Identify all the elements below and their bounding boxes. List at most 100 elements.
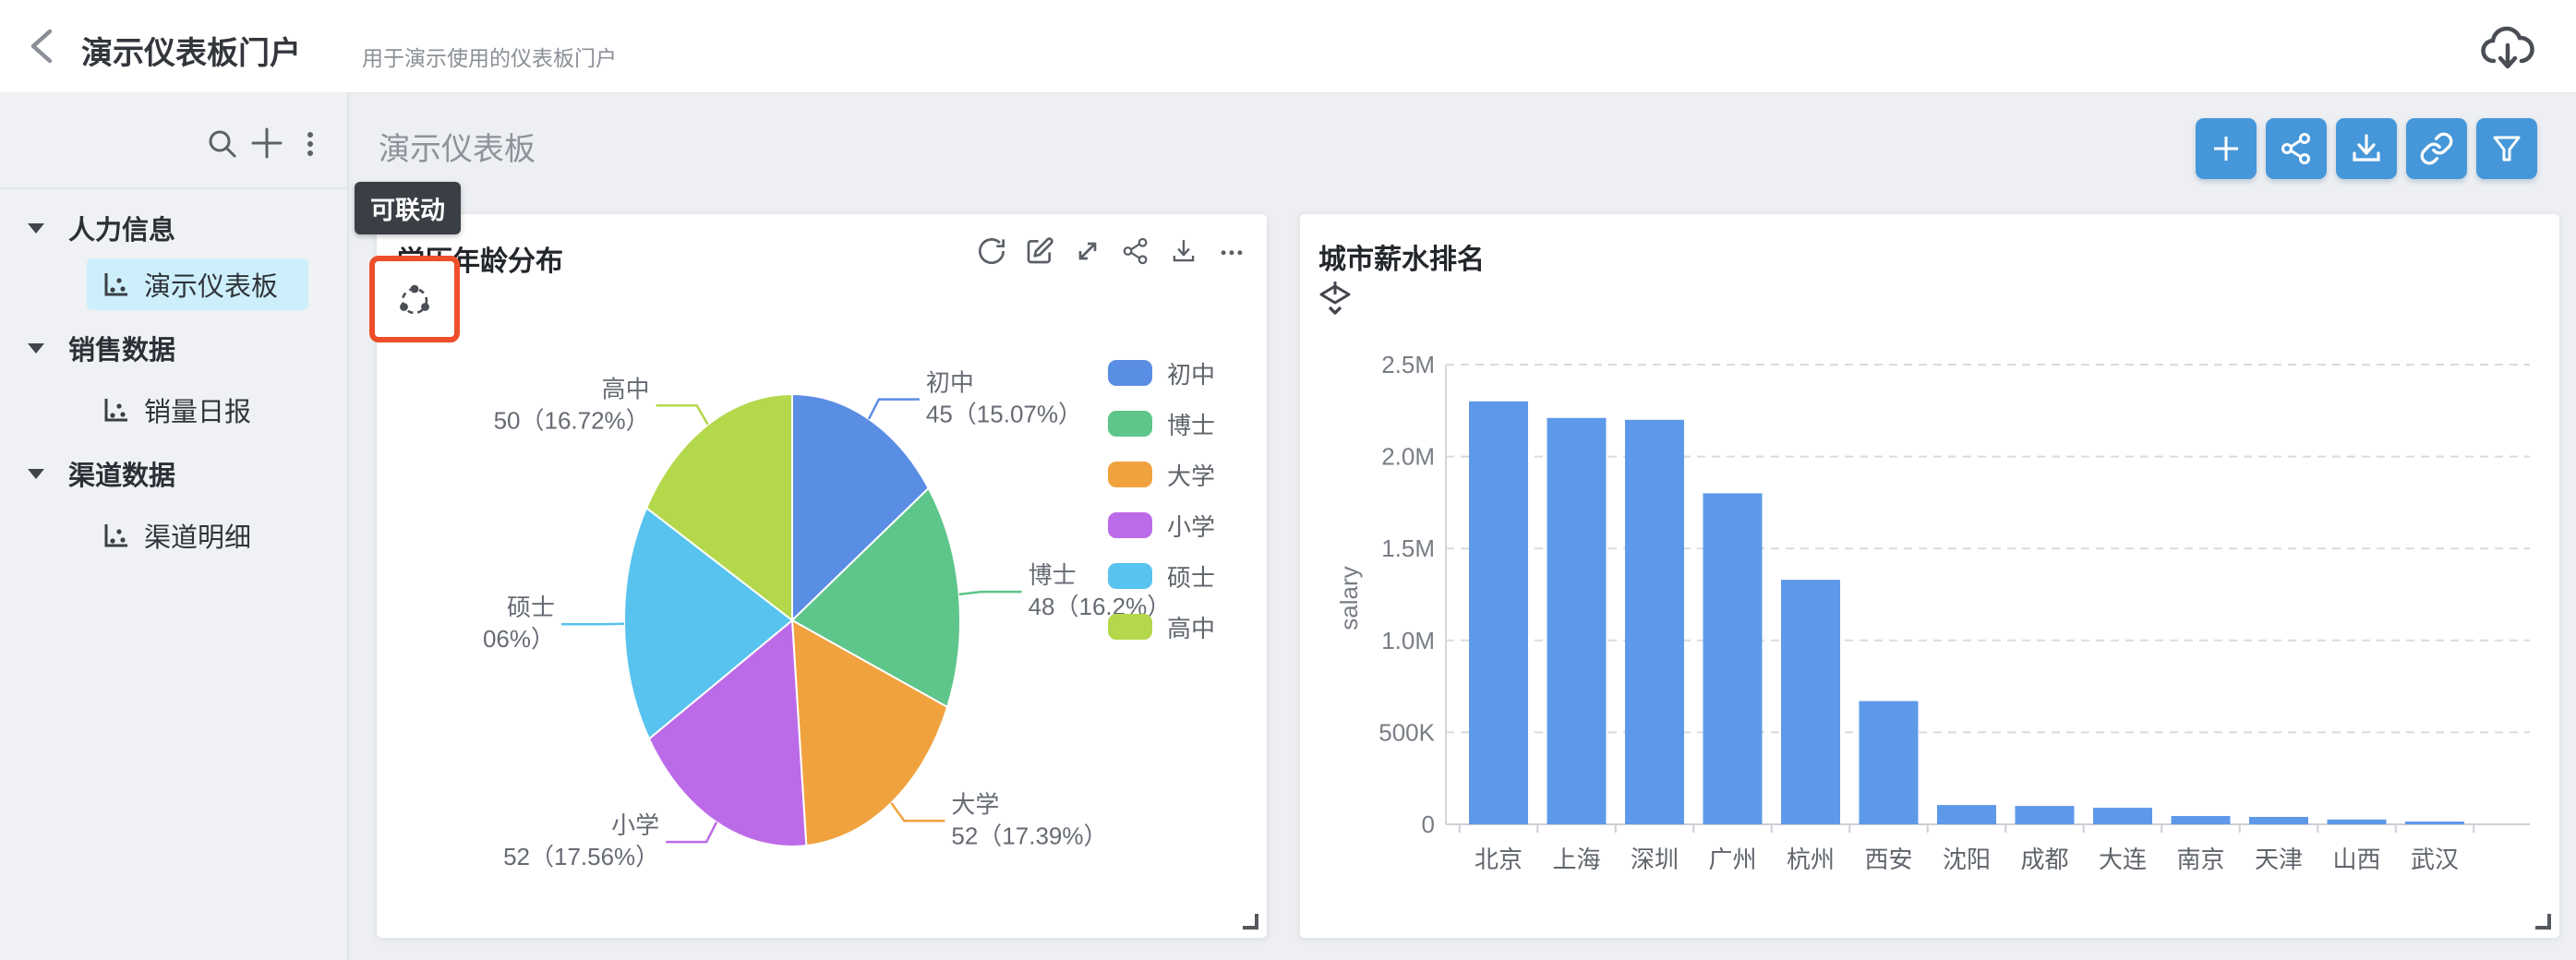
legend-item-大学[interactable]: 大学 [1108,462,1215,490]
group-label: 渠道数据 [68,462,176,491]
chart-icon [104,399,127,422]
filter-button[interactable] [2476,118,2537,179]
legend-label: 硕士 [1167,563,1216,592]
share-button[interactable] [2266,118,2327,179]
more-horizontal-icon[interactable] [1217,236,1246,266]
caret-down-icon[interactable] [28,342,44,354]
legend-swatch [1108,512,1152,538]
portal-title: 演示仪表板门户 [81,36,301,71]
portal-subtitle: 用于演示使用的仪表板门户 [362,46,617,70]
bar-card-title: 城市薪水排名 [1318,245,1485,275]
refresh-icon[interactable] [977,236,1006,266]
pie-label-line [666,822,718,844]
bar-成都[interactable] [2015,806,2075,824]
resize-handle[interactable] [2535,914,2551,930]
dashboard-actions [2196,118,2537,179]
legend-item-硕士[interactable]: 硕士 [1108,563,1215,592]
download-button[interactable] [2336,118,2397,179]
expand-icon[interactable] [1073,236,1102,266]
pie-slice-小学[interactable] [647,618,808,847]
chart-icon [104,524,127,547]
pie-label-line [867,398,920,420]
pie-slice-硕士[interactable] [623,506,794,741]
bar-西安[interactable] [1859,701,1919,825]
x-category-label: 北京 [1475,846,1523,873]
pie-chart[interactable]: 初中45（15.07%）博士48（16.2%）大学52（17.39%）小学52（… [377,214,1267,938]
bar-武汉[interactable] [2405,822,2464,824]
add-button[interactable] [2196,118,2257,179]
sidebar-item-label: 渠道明细 [144,523,252,553]
sidebar-group-sales[interactable]: 销售数据 [0,323,347,373]
pie-label-name: 初中 [926,369,974,397]
pie-label-name: 高中 [602,375,650,402]
y-tick-label: 2.5M [1381,351,1435,378]
pie-label-line [958,590,1022,596]
bar-沈阳[interactable] [1937,805,1996,824]
pie-label-value: 45（15.07%） [926,401,1082,428]
resize-handle[interactable] [1243,914,1258,930]
app-header: 演示仪表板门户 用于演示使用的仪表板门户 [0,0,2576,94]
bar-山西[interactable] [2327,819,2387,824]
sidebar-group-channel[interactable]: 渠道数据 [0,449,347,498]
sidebar-item-demo-dashboard[interactable]: 演示仪表板 [87,258,308,310]
bar-上海[interactable] [1547,417,1607,824]
bar-chart[interactable]: 0 500K 1.0M 1.5M 2.0M 2.5M 北京 上海 深圳 广州 杭州 西安 沈阳 成都 大连 南… [1300,214,2559,938]
legend-swatch [1108,411,1152,437]
bar-杭州[interactable] [1781,580,1840,824]
legend-label: 大学 [1167,462,1216,490]
bar-北京[interactable] [1469,401,1528,824]
y-tick-label: 500K [1378,718,1435,746]
pie-label-line [656,404,709,426]
x-category-label: 沈阳 [1943,846,1991,873]
link-icon [2420,132,2453,165]
pie-slice-初中[interactable] [791,392,930,623]
drill-down-icon[interactable] [1317,281,1354,319]
plus-icon[interactable] [247,124,286,162]
group-label: 人力信息 [68,216,176,246]
bar-大连[interactable] [2093,808,2152,824]
legend-item-初中[interactable]: 初中 [1108,360,1215,389]
more-vertical-icon[interactable] [294,127,327,161]
x-category-label: 大连 [2099,846,2147,873]
pie-slice-高中[interactable] [644,392,793,623]
share-icon[interactable] [1121,236,1150,266]
download-icon [2353,134,2380,162]
caret-down-icon[interactable] [28,468,44,479]
linkage-icon[interactable] [393,278,436,320]
back-icon[interactable] [24,26,65,66]
bar-天津[interactable] [2249,817,2308,824]
caret-down-icon[interactable] [28,222,44,234]
pie-label-name: 大学 [951,790,999,818]
legend-item-高中[interactable]: 高中 [1108,614,1215,642]
legend-swatch [1108,614,1152,640]
x-category-label: 南京 [2176,846,2224,873]
bar-南京[interactable] [2171,816,2231,824]
x-category-label: 广州 [1708,846,1756,873]
sidebar-item-channel-detail[interactable]: 渠道明细 [87,510,308,561]
y-tick-label: 1.5M [1381,534,1435,562]
linkage-highlight-box [369,256,460,342]
pie-card-toolbar [977,236,1246,266]
bar-广州[interactable] [1703,493,1763,824]
edit-icon[interactable] [1025,236,1054,266]
group-label: 销售数据 [68,336,176,366]
sidebar-item-daily-sales[interactable]: 销量日报 [87,384,308,436]
cloud-download-icon[interactable] [2478,18,2537,78]
x-category-label: 武汉 [2411,846,2459,873]
pie-label-name: 博士 [1029,561,1077,589]
link-button[interactable] [2406,118,2467,179]
bar-深圳[interactable] [1625,419,1684,824]
sidebar-item-label: 演示仪表板 [144,272,279,302]
legend-swatch [1108,462,1152,487]
pie-label-name: 硕士 [507,594,555,621]
legend-item-小学[interactable]: 小学 [1108,512,1215,541]
sidebar: 人力信息 演示仪表板 销售数据 销量日报 渠道数据 [0,92,349,960]
sidebar-toolbar [0,92,347,189]
search-icon[interactable] [206,127,239,161]
legend-item-博士[interactable]: 博士 [1108,411,1215,439]
sidebar-group-hr[interactable]: 人力信息 [0,203,347,253]
linkage-tooltip: 可联动 [355,182,461,234]
y-tick-label: 0 [1422,810,1435,838]
download-icon[interactable] [1169,236,1198,266]
pie-slice-大学[interactable] [790,618,949,847]
